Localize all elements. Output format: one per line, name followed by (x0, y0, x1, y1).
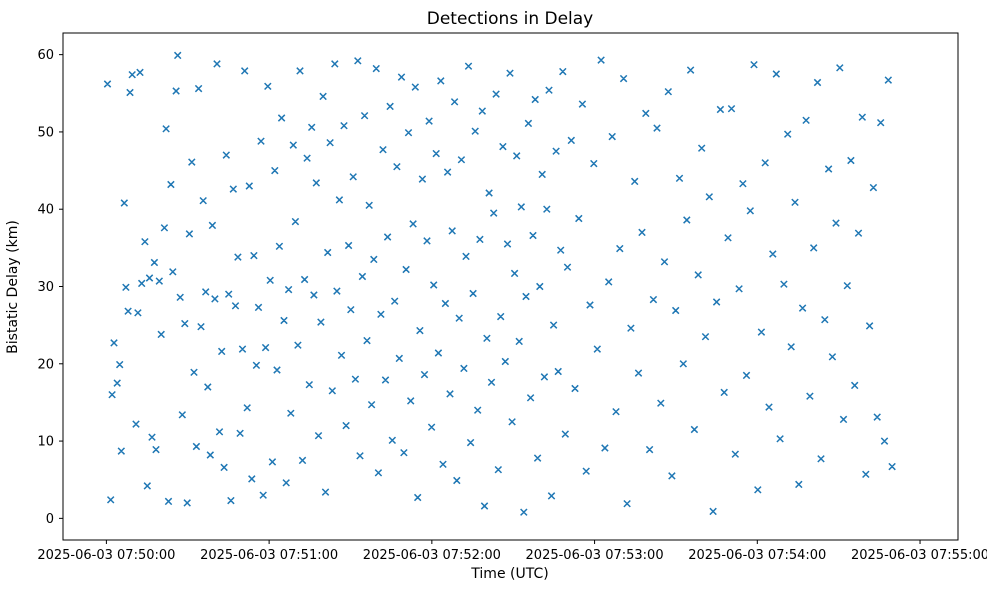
x-axis-label: Time (UTC) (470, 566, 548, 582)
chart-title: Detections in Delay (427, 9, 594, 29)
y-tick-label: 30 (37, 280, 54, 295)
x-tick-label: 2025-06-03 07:55:00 (851, 548, 987, 563)
x-tick-label: 2025-06-03 07:54:00 (688, 548, 826, 563)
y-tick-label: 40 (37, 203, 54, 218)
y-tick-label: 0 (46, 512, 54, 527)
scatter-points (103, 51, 896, 516)
x-tick-label: 2025-06-03 07:52:00 (363, 548, 501, 563)
y-tick-label: 20 (37, 357, 54, 372)
y-tick-label: 50 (37, 125, 54, 140)
x-tick-label: 2025-06-03 07:50:00 (37, 548, 175, 563)
plot-area: 2025-06-03 07:50:00 2025-06-03 07:51:00 20… (37, 32, 987, 563)
x-tick-label: 2025-06-03 07:51:00 (200, 548, 338, 563)
x-tick-label: 2025-06-03 07:53:00 (526, 548, 664, 563)
plot-border (62, 32, 959, 541)
y-tick-label: 60 (37, 48, 54, 63)
y-axis-label: Bistatic Delay (km) (5, 220, 21, 354)
y-tick-label: 10 (37, 435, 54, 450)
